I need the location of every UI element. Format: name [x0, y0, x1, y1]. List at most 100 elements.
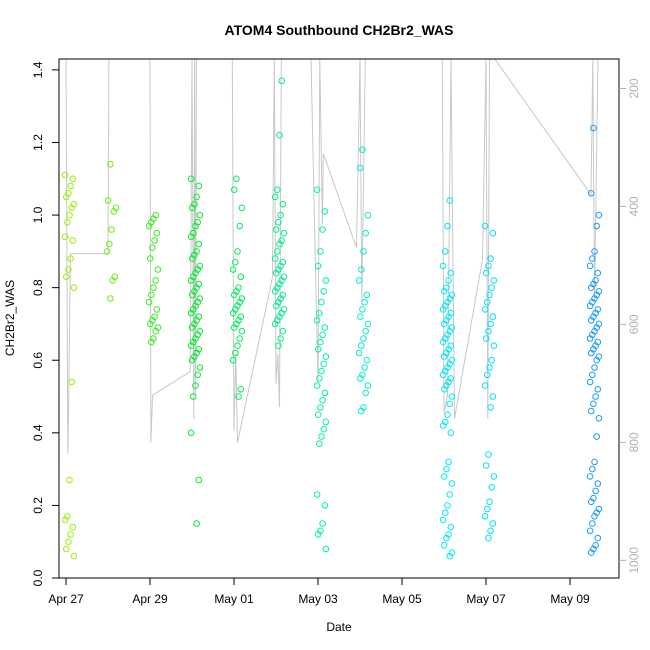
data-point	[277, 335, 284, 342]
data-point	[322, 418, 330, 426]
data-point	[232, 349, 239, 357]
data-point	[486, 364, 493, 371]
data-point	[359, 306, 366, 313]
data-point	[64, 219, 71, 226]
data-point	[191, 288, 198, 295]
data-point	[65, 538, 72, 546]
data-point	[233, 175, 240, 183]
data-point	[195, 240, 203, 248]
data-point	[440, 353, 448, 360]
data-point	[274, 284, 281, 292]
data-point	[593, 222, 601, 230]
data-point	[319, 396, 326, 404]
data-point	[447, 342, 455, 350]
data-point	[193, 317, 200, 324]
data-point	[70, 200, 78, 208]
data-point	[275, 298, 282, 306]
data-point	[187, 277, 195, 284]
data-point	[595, 288, 603, 295]
data-point	[594, 386, 602, 393]
data-point	[107, 295, 114, 302]
data-point	[485, 262, 492, 270]
y2-tick-label: 1000	[627, 547, 641, 574]
data-point	[188, 255, 196, 262]
data-point	[360, 248, 367, 255]
data-point	[62, 545, 70, 553]
data-point	[591, 513, 598, 520]
data-point	[274, 317, 281, 324]
chart-title: ATOM4 Southbound CH2Br2_WAS	[225, 22, 454, 38]
data-point	[153, 306, 161, 313]
data-point	[318, 367, 325, 375]
data-point	[482, 462, 490, 469]
data-point	[62, 273, 70, 281]
data-point	[489, 393, 497, 400]
data-point	[439, 371, 447, 379]
data-point	[230, 324, 238, 331]
y2-tick-label: 400	[627, 196, 641, 216]
data-point	[278, 237, 286, 244]
data-point	[587, 498, 595, 506]
data-point	[591, 248, 598, 255]
data-point	[69, 523, 77, 531]
data-point	[364, 382, 372, 389]
altitude-profile-layer	[65, 59, 599, 455]
data-point	[447, 429, 455, 437]
data-point	[194, 266, 201, 273]
data-point	[146, 255, 154, 262]
data-point	[439, 262, 447, 270]
x-tick-label: Apr 29	[132, 592, 168, 606]
data-point	[146, 320, 154, 328]
data-point	[276, 313, 283, 321]
data-point	[112, 204, 120, 212]
data-point	[594, 338, 602, 346]
data-point	[150, 215, 157, 222]
data-point	[238, 204, 246, 212]
data-point	[235, 284, 242, 292]
data-point	[313, 382, 321, 389]
data-point	[362, 327, 370, 335]
data-point	[595, 353, 603, 360]
data-point	[316, 375, 323, 382]
data-point	[592, 309, 599, 317]
data-point	[195, 182, 203, 190]
data-point	[317, 527, 324, 535]
data-point	[322, 277, 330, 284]
data-point	[488, 356, 496, 364]
data-point	[445, 378, 452, 386]
data-point	[486, 291, 493, 299]
data-point	[271, 255, 279, 262]
data-point	[592, 277, 599, 284]
data-point	[187, 175, 195, 183]
data-point	[586, 378, 594, 386]
data-point	[196, 262, 204, 270]
data-point	[149, 244, 156, 251]
data-point	[589, 371, 596, 379]
y-axis-label: CH2Br2_WAS	[3, 280, 17, 356]
data-point	[194, 298, 201, 306]
data-point	[61, 171, 69, 179]
data-point	[321, 208, 329, 215]
data-point	[236, 222, 243, 230]
data-point	[152, 277, 159, 284]
data-point	[65, 266, 72, 273]
data-point	[152, 327, 159, 335]
data-point	[66, 211, 73, 219]
data-point	[191, 200, 198, 208]
data-point	[443, 284, 450, 292]
data-point	[587, 407, 595, 415]
data-point	[193, 248, 200, 255]
data-point	[192, 382, 199, 389]
data-point	[590, 400, 597, 408]
data-point	[448, 549, 456, 556]
data-point	[439, 306, 447, 313]
data-point	[275, 266, 282, 273]
data-point	[188, 204, 196, 212]
x-axis-label: Date	[326, 620, 352, 634]
data-point	[314, 262, 322, 270]
data-point	[487, 527, 494, 535]
data-point	[276, 240, 283, 248]
data-point	[355, 349, 363, 357]
data-point	[444, 502, 451, 509]
data-point	[481, 513, 489, 520]
